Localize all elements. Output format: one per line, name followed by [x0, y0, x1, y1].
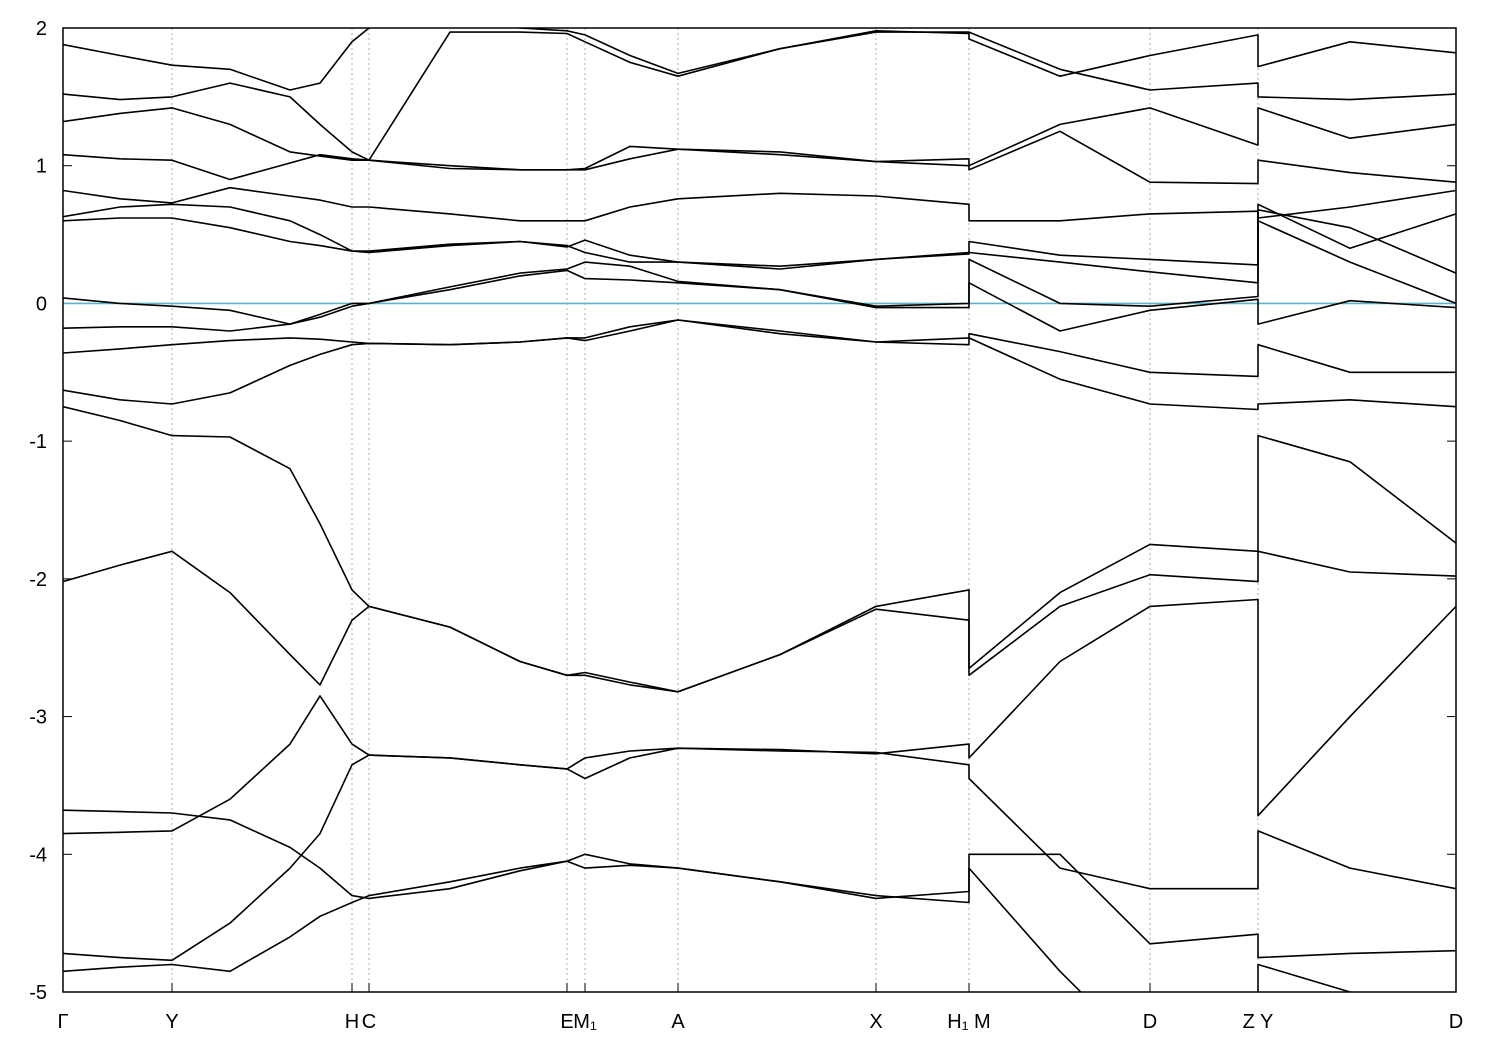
band-line	[63, 860, 1354, 992]
band-line	[63, 220, 1456, 325]
x-tick-label: D	[1143, 1011, 1157, 1033]
x-tick-label: M₁	[573, 1011, 597, 1033]
band-line	[63, 130, 1456, 185]
band-line	[63, 598, 1456, 835]
band-line	[63, 550, 1456, 693]
band-line	[63, 319, 1456, 378]
x-tick-label: Z Y	[1243, 1011, 1274, 1033]
band-line	[63, 405, 1456, 693]
band-line	[63, 269, 1456, 332]
band-line	[63, 209, 1456, 284]
y-tick-label: -4	[29, 844, 47, 866]
band-line	[63, 809, 1456, 959]
band-line	[63, 186, 1456, 222]
band-line	[63, 107, 1456, 171]
band-line	[63, 319, 1456, 411]
band-line	[63, 28, 1456, 91]
x-tick-label: D	[1449, 1011, 1463, 1033]
y-tick-label: 1	[36, 156, 47, 178]
x-tick-label: Γ	[57, 1011, 68, 1033]
y-tick-label: -5	[29, 982, 47, 1004]
y-tick-label: 2	[36, 18, 47, 40]
band-line	[63, 203, 1456, 267]
bands	[63, 28, 1456, 992]
x-tick-label: X	[869, 1011, 882, 1033]
x-tick-label: C	[362, 1011, 376, 1033]
y-tick-label: -1	[29, 431, 47, 453]
plot-frame	[62, 27, 1457, 993]
x-tick-label: H	[345, 1011, 359, 1033]
x-tick-label: H₁ M	[947, 1011, 990, 1033]
y-tick-label: 0	[36, 293, 47, 315]
labels: -5 -4 -3 -2 -1 0 1 2 Γ Y H C E M₁ A X H₁ M D Z Y D	[29, 18, 1463, 1033]
y-tick-label: -2	[29, 569, 47, 591]
x-tick-label: E	[560, 1011, 573, 1033]
x-tick-label: A	[671, 1011, 685, 1033]
band-line	[63, 747, 1456, 962]
x-tick-label: Y	[165, 1011, 178, 1033]
band-line	[63, 31, 1456, 161]
y-tick-label: -3	[29, 707, 47, 729]
